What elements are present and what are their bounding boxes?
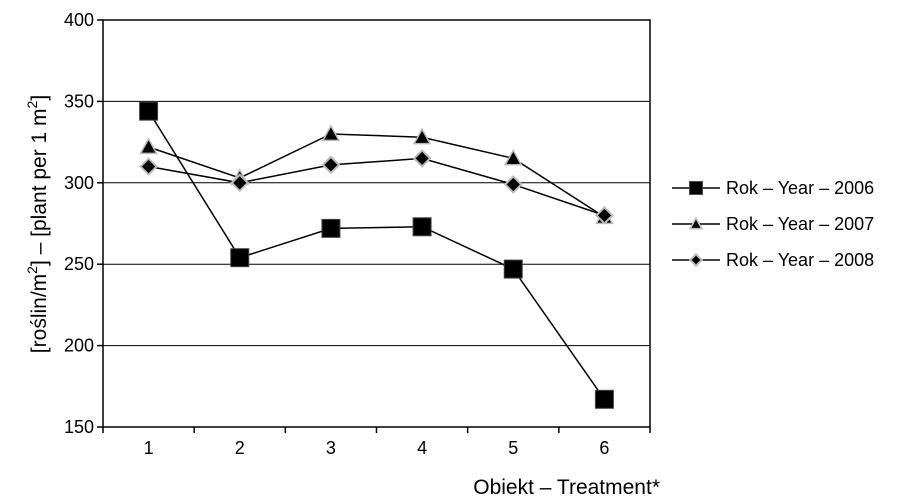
data-point-triangle-3 bbox=[321, 124, 341, 142]
data-point-square-3 bbox=[321, 218, 341, 238]
y-tick-label-300: 300 bbox=[64, 173, 94, 193]
y-tick-label-200: 200 bbox=[64, 336, 94, 356]
plot-area-border bbox=[102, 19, 651, 428]
data-point-square-4 bbox=[412, 217, 432, 237]
data-point-diamond-1 bbox=[139, 157, 158, 176]
data-point-diamond-5 bbox=[503, 175, 523, 194]
y-tick-label-250: 250 bbox=[64, 254, 94, 274]
data-point-square-2 bbox=[230, 248, 250, 268]
legend-marker-square bbox=[689, 181, 703, 195]
data-point-square-1 bbox=[139, 101, 159, 121]
data-point-square-6 bbox=[594, 389, 614, 409]
series-line-diamond bbox=[148, 157, 605, 217]
legend: Rok – Year – 2006 Rok – Year – 2007 Rok – … bbox=[672, 178, 874, 270]
legend-label-diamond: Rok – Year – 2008 bbox=[726, 250, 874, 270]
data-point-square-5 bbox=[503, 259, 523, 279]
legend-label-triangle: Rok – Year – 2007 bbox=[726, 214, 874, 234]
y-axis-title-part2: ] – [plant per 1 m bbox=[28, 108, 51, 266]
series-triangle bbox=[139, 124, 614, 225]
grid-lines bbox=[103, 100, 650, 347]
y-axis-title-part3: ] bbox=[28, 95, 51, 101]
x-axis-title: Obiekt – Treatment* bbox=[473, 476, 660, 498]
data-point-triangle-5 bbox=[503, 148, 523, 166]
series-diamond bbox=[139, 148, 614, 225]
data-point-diamond-4 bbox=[412, 148, 432, 168]
x-tick-label-4: 4 bbox=[417, 438, 427, 458]
y-axis-ticks: 150 200 250 300 350 400 bbox=[64, 10, 103, 437]
legend-item-square: Rok – Year – 2006 bbox=[672, 178, 874, 198]
x-tick-label-3: 3 bbox=[326, 438, 336, 458]
legend-marker-triangle bbox=[688, 216, 704, 230]
y-axis-title: [roślin/m2] – [plant per 1 m2] bbox=[24, 95, 51, 353]
legend-label-square: Rok – Year – 2006 bbox=[726, 178, 874, 198]
legend-item-diamond: Rok – Year – 2008 bbox=[672, 250, 874, 270]
series-line-triangle bbox=[148, 133, 605, 218]
legend-item-triangle: Rok – Year – 2007 bbox=[672, 214, 874, 234]
data-point-triangle-1 bbox=[139, 137, 158, 155]
y-axis-title-sup1: 2 bbox=[24, 266, 40, 274]
series-layer bbox=[139, 101, 614, 409]
data-point-diamond-2 bbox=[230, 173, 250, 193]
x-tick-label-1: 1 bbox=[144, 438, 154, 458]
y-axis-title-part1: [roślin/m bbox=[28, 274, 51, 353]
data-point-triangle-4 bbox=[412, 127, 432, 145]
x-tick-label-5: 5 bbox=[508, 438, 518, 458]
x-tick-label-2: 2 bbox=[235, 438, 245, 458]
data-point-diamond-3 bbox=[321, 155, 341, 175]
x-tick-label-6: 6 bbox=[599, 438, 609, 458]
series-square bbox=[139, 101, 614, 409]
data-point-diamond-6 bbox=[595, 205, 614, 225]
y-tick-label-400: 400 bbox=[64, 10, 94, 30]
y-tick-label-350: 350 bbox=[64, 91, 94, 111]
y-axis-title-sup2: 2 bbox=[24, 100, 40, 108]
y-tick-label-150: 150 bbox=[64, 417, 94, 437]
series-line-square bbox=[147, 110, 606, 400]
legend-marker-diamond bbox=[688, 252, 704, 268]
x-axis-ticks: 1 2 3 4 5 6 bbox=[102, 427, 651, 458]
